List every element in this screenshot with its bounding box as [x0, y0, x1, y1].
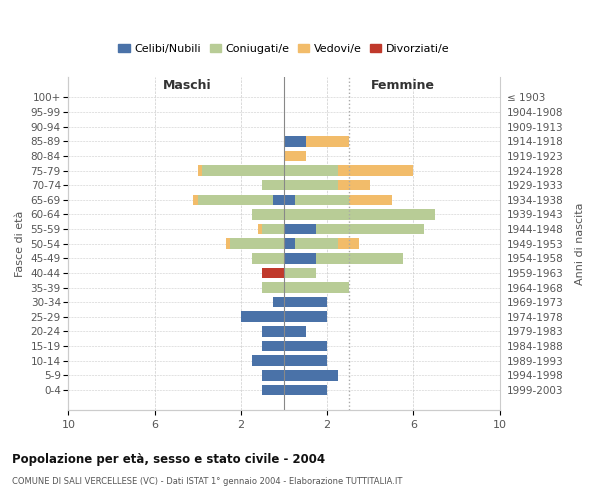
Bar	[262, 224, 284, 234]
Bar	[258, 224, 262, 234]
Bar	[198, 166, 202, 176]
Bar	[273, 194, 284, 205]
Bar	[262, 326, 284, 336]
Bar	[284, 224, 316, 234]
Legend: Celibi/Nubili, Coniugati/e, Vedovi/e, Divorziati/e: Celibi/Nubili, Coniugati/e, Vedovi/e, Di…	[114, 39, 454, 58]
Bar	[338, 238, 359, 249]
Bar	[251, 209, 284, 220]
Bar	[284, 297, 327, 308]
Bar	[284, 268, 316, 278]
Bar	[284, 340, 327, 351]
Y-axis label: Anni di nascita: Anni di nascita	[575, 202, 585, 285]
Bar	[295, 238, 338, 249]
Bar	[262, 370, 284, 380]
Text: Popolazione per età, sesso e stato civile - 2004: Popolazione per età, sesso e stato civil…	[12, 452, 325, 466]
Bar	[338, 180, 370, 190]
Bar	[284, 326, 305, 336]
Text: Femmine: Femmine	[371, 79, 434, 92]
Text: COMUNE DI SALI VERCELLESE (VC) - Dati ISTAT 1° gennaio 2004 - Elaborazione TUTTI: COMUNE DI SALI VERCELLESE (VC) - Dati IS…	[12, 478, 403, 486]
Bar	[251, 253, 284, 264]
Bar	[284, 194, 295, 205]
Bar	[284, 180, 338, 190]
Bar	[284, 384, 327, 395]
Bar	[316, 224, 424, 234]
Bar	[295, 194, 349, 205]
Bar	[262, 268, 284, 278]
Bar	[284, 356, 327, 366]
Bar	[262, 340, 284, 351]
Bar	[349, 194, 392, 205]
Bar	[284, 312, 327, 322]
Bar	[305, 136, 349, 146]
Bar	[284, 282, 349, 293]
Bar	[284, 370, 338, 380]
Bar	[316, 253, 403, 264]
Bar	[230, 238, 284, 249]
Bar	[241, 312, 284, 322]
Bar	[284, 150, 305, 161]
Bar	[338, 166, 413, 176]
Bar	[262, 282, 284, 293]
Bar	[262, 180, 284, 190]
Bar	[226, 238, 230, 249]
Bar	[284, 253, 316, 264]
Bar	[193, 194, 198, 205]
Bar	[284, 136, 305, 146]
Bar	[284, 238, 295, 249]
Bar	[284, 209, 435, 220]
Text: Maschi: Maschi	[163, 79, 211, 92]
Bar	[273, 297, 284, 308]
Bar	[251, 356, 284, 366]
Bar	[284, 166, 338, 176]
Y-axis label: Fasce di età: Fasce di età	[15, 210, 25, 277]
Bar	[198, 194, 273, 205]
Bar	[202, 166, 284, 176]
Bar	[262, 384, 284, 395]
